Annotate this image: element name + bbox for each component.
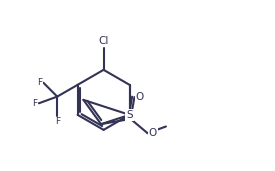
Text: F: F [55, 117, 60, 127]
Text: F: F [32, 99, 38, 108]
Text: F: F [37, 78, 42, 87]
Text: Cl: Cl [98, 36, 109, 46]
Text: O: O [136, 92, 144, 102]
Text: S: S [126, 110, 133, 120]
Text: O: O [149, 128, 157, 138]
